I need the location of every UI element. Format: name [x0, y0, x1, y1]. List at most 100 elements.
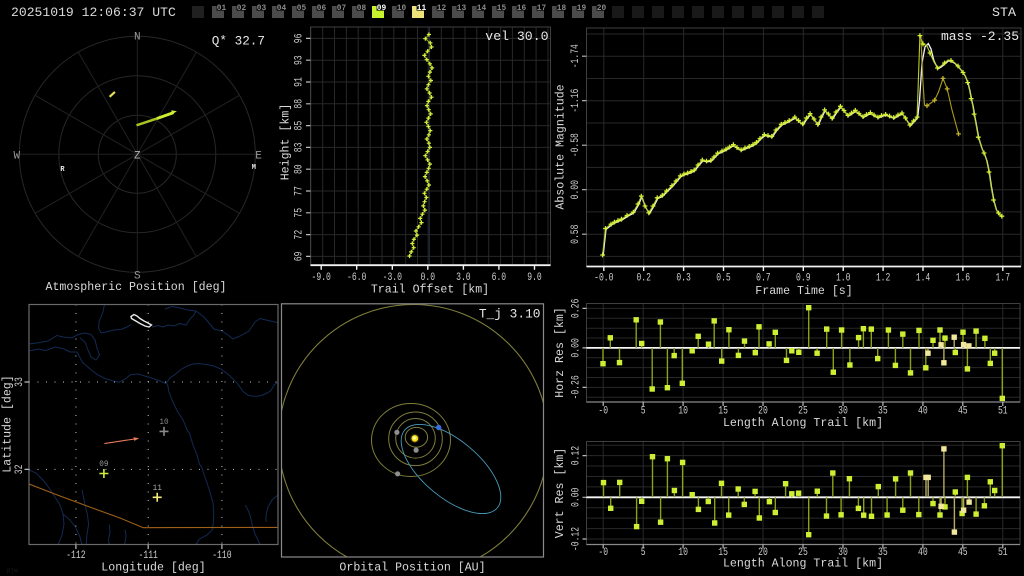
svg-text:30: 30 [838, 547, 848, 559]
svg-text:33: 33 [14, 377, 26, 387]
svg-text:40: 40 [918, 547, 928, 559]
svg-text:91: 91 [294, 77, 306, 87]
svg-text:05: 05 [297, 4, 307, 13]
svg-text:1.7: 1.7 [996, 273, 1011, 285]
svg-text:25: 25 [798, 547, 808, 559]
svg-text:20: 20 [597, 4, 607, 13]
svg-text:17: 17 [537, 4, 547, 13]
svg-text:10: 10 [678, 547, 688, 559]
svg-text:1.0: 1.0 [836, 273, 851, 285]
svg-text:0.2: 0.2 [636, 273, 651, 285]
svg-text:09: 09 [377, 4, 387, 13]
svg-text:09: 09 [99, 460, 108, 469]
svg-text:-0.58: -0.58 [570, 133, 582, 157]
svg-text:-0.0: -0.0 [594, 273, 613, 285]
svg-text:Length Along Trail [km]: Length Along Trail [km] [723, 416, 883, 430]
svg-text:35: 35 [878, 406, 888, 418]
svg-text:51: 51 [998, 547, 1008, 559]
svg-text:11: 11 [153, 484, 162, 493]
svg-text:93: 93 [294, 55, 306, 65]
svg-text:10: 10 [678, 406, 688, 418]
svg-text:-0.26: -0.26 [571, 375, 583, 399]
svg-text:06: 06 [317, 4, 327, 13]
svg-text:69: 69 [294, 252, 306, 262]
svg-text:10: 10 [397, 4, 407, 13]
svg-text:0.00: 0.00 [571, 338, 583, 357]
svg-text:STA: STA [992, 5, 1016, 20]
svg-text:-9.0: -9.0 [312, 272, 331, 284]
svg-text:16: 16 [517, 4, 527, 13]
svg-text:-112: -112 [66, 550, 85, 562]
svg-text:Atmospheric Position [deg]: Atmospheric Position [deg] [46, 280, 227, 294]
svg-text:Q* 32.7: Q* 32.7 [212, 34, 265, 49]
svg-text:0.9: 0.9 [796, 273, 811, 285]
svg-text:-0.12: -0.12 [571, 527, 583, 551]
svg-text:02: 02 [237, 4, 247, 13]
svg-text:0.7: 0.7 [756, 273, 771, 285]
svg-text:10: 10 [159, 418, 168, 427]
svg-text:04: 04 [277, 4, 287, 13]
svg-text:0.58: 0.58 [570, 224, 582, 243]
svg-text:20251019 12:06:37 UTC: 20251019 12:06:37 UTC [11, 5, 176, 20]
svg-text:15: 15 [718, 547, 728, 559]
svg-text:9.0: 9.0 [527, 272, 542, 284]
svg-text:83: 83 [294, 143, 306, 153]
svg-text:18: 18 [557, 4, 567, 13]
svg-text:1.2: 1.2 [876, 273, 891, 285]
svg-text:15: 15 [497, 4, 507, 13]
svg-text:E: E [255, 150, 262, 162]
svg-text:-1.16: -1.16 [570, 89, 582, 113]
svg-text:N: N [134, 32, 141, 44]
svg-text:11: 11 [417, 4, 427, 13]
svg-text:T_j 3.10: T_j 3.10 [479, 307, 541, 322]
svg-text:75: 75 [294, 208, 306, 218]
svg-text:-110: -110 [212, 550, 231, 562]
svg-text:Vert Res [km]: Vert Res [km] [553, 448, 567, 539]
svg-text:12: 12 [437, 4, 447, 13]
svg-text:Frame Time [s]: Frame Time [s] [755, 284, 852, 298]
svg-text:85: 85 [294, 121, 306, 131]
svg-text:-3.0: -3.0 [383, 272, 402, 284]
svg-text:-6.0: -6.0 [347, 272, 366, 284]
svg-text:80: 80 [294, 164, 306, 174]
svg-text:W: W [14, 150, 21, 162]
svg-text:pjw: pjw [7, 567, 18, 574]
svg-text:72: 72 [294, 230, 306, 240]
svg-text:0.5: 0.5 [716, 273, 731, 285]
svg-text:3.0: 3.0 [456, 272, 471, 284]
svg-text:88: 88 [294, 99, 306, 109]
svg-text:-1.74: -1.74 [570, 44, 582, 68]
svg-text:19: 19 [577, 4, 587, 13]
svg-text:Longitude [deg]: Longitude [deg] [101, 561, 205, 575]
svg-text:Trail Offset [km]: Trail Offset [km] [371, 283, 489, 297]
svg-text:Latitude [deg]: Latitude [deg] [1, 375, 15, 472]
svg-text:mass -2.35: mass -2.35 [941, 29, 1019, 44]
svg-text:35: 35 [878, 547, 888, 559]
svg-text:0.0: 0.0 [421, 272, 436, 284]
svg-text:40: 40 [918, 406, 928, 418]
svg-text:6.0: 6.0 [492, 272, 507, 284]
svg-text:96: 96 [294, 34, 306, 44]
svg-text:77: 77 [294, 186, 306, 196]
svg-text:-111: -111 [139, 550, 159, 562]
svg-text:Height [km]: Height [km] [279, 104, 293, 181]
svg-text:14: 14 [477, 4, 487, 13]
svg-text:Orbital Position [AU]: Orbital Position [AU] [339, 561, 485, 575]
svg-text:1.4: 1.4 [916, 273, 931, 285]
svg-text:32: 32 [14, 465, 26, 475]
svg-text:20: 20 [758, 547, 768, 559]
svg-text:45: 45 [958, 406, 968, 418]
svg-text:51: 51 [998, 406, 1008, 418]
svg-text:30: 30 [838, 406, 848, 418]
svg-text:R: R [60, 166, 65, 174]
svg-text:20: 20 [758, 406, 768, 418]
svg-text:Horz Res [km]: Horz Res [km] [553, 307, 567, 398]
svg-text:25: 25 [798, 406, 808, 418]
svg-text:1.6: 1.6 [956, 273, 971, 285]
svg-text:5: 5 [641, 406, 646, 418]
svg-text:0.00: 0.00 [571, 488, 583, 507]
svg-text:Length Along Trail [km]: Length Along Trail [km] [723, 557, 883, 571]
svg-text:5: 5 [641, 547, 646, 559]
svg-text:0.12: 0.12 [571, 446, 583, 465]
svg-text:15: 15 [718, 406, 728, 418]
